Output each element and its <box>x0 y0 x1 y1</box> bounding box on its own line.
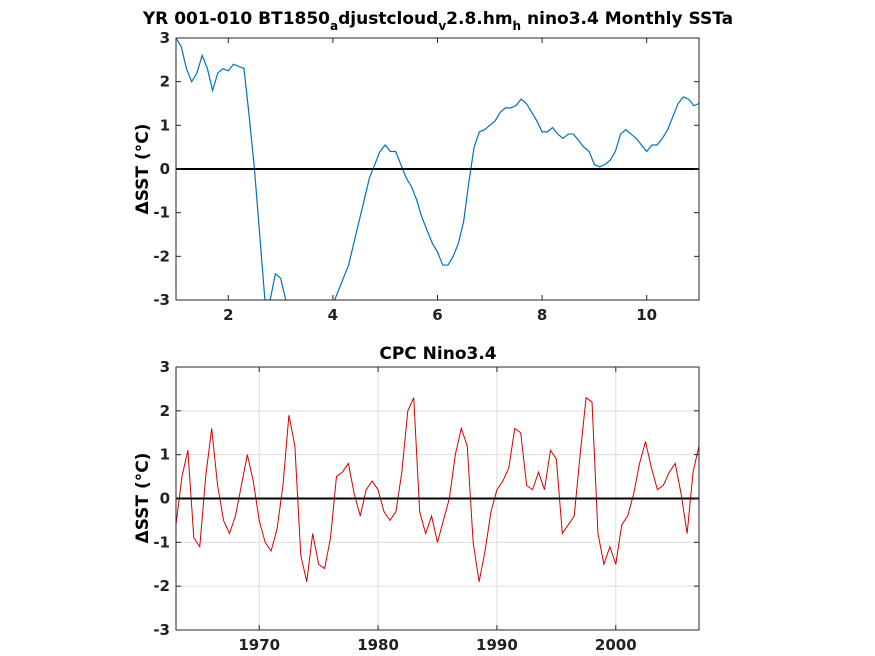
title-text: djustcloud <box>338 9 438 29</box>
y-tick-label: -2 <box>153 247 170 265</box>
y-tick-label: -1 <box>153 204 170 222</box>
x-tick-label: 10 <box>636 306 657 324</box>
model-y-axis-label: ΔSST (°C) <box>133 124 153 215</box>
title-text: nino3.4 Monthly SSTa <box>521 9 733 29</box>
model-y-ticks: -3 -2 -1 0 1 2 3 <box>153 29 699 309</box>
model-nino34-panel: YR 001-010 BT1850adjustcloudv2.8.hmh nin… <box>133 9 733 324</box>
y-tick-label: 1 <box>160 446 170 464</box>
cpc-x-ticks: 1970 1980 1990 2000 <box>238 367 637 654</box>
model-panel-title: YR 001-010 BT1850adjustcloudv2.8.hmh nin… <box>142 9 733 33</box>
x-tick-label: 2000 <box>595 636 637 654</box>
y-tick-label: 1 <box>160 116 170 134</box>
title-subscript: a <box>330 19 338 33</box>
y-tick-label: 2 <box>160 402 170 420</box>
y-tick-label: 0 <box>160 160 170 178</box>
cpc-nino34-panel: CPC Nino3.4 1970 1980 1990 2000 -3-2-10123 … <box>133 344 700 654</box>
model-x-ticks: 2 4 6 8 10 <box>223 38 657 324</box>
x-tick-label: 1970 <box>238 636 280 654</box>
cpc-sst-anomaly-line <box>176 396 699 582</box>
x-tick-label: 1990 <box>476 636 518 654</box>
x-tick-label: 4 <box>328 306 338 324</box>
model-sst-anomaly-line <box>176 38 699 300</box>
y-tick-label: 3 <box>160 358 170 376</box>
y-tick-label: 0 <box>160 490 170 508</box>
cpc-y-ticks: -3 -2 -1 0 1 2 3 <box>153 358 699 639</box>
title-text: 2.8.hm <box>446 9 512 29</box>
y-tick-label: -3 <box>153 291 170 309</box>
y-tick-label: 2 <box>160 73 170 91</box>
y-tick-label: 3 <box>160 29 170 47</box>
y-tick-label: -3 <box>153 621 170 639</box>
x-tick-label: 2 <box>223 306 233 324</box>
cpc-y-axis-label: ΔSST (°C) <box>133 453 153 544</box>
x-tick-label: 8 <box>537 306 547 324</box>
title-subscript: v <box>438 19 446 33</box>
title-text: YR 001-010 BT1850 <box>142 9 330 29</box>
x-tick-label: 6 <box>432 306 442 324</box>
y-tick-label: -1 <box>153 533 170 551</box>
x-tick-label: 1980 <box>357 636 399 654</box>
title-subscript: h <box>513 19 522 33</box>
y-tick-label: -2 <box>153 577 170 595</box>
cpc-panel-title: CPC Nino3.4 <box>379 344 496 364</box>
